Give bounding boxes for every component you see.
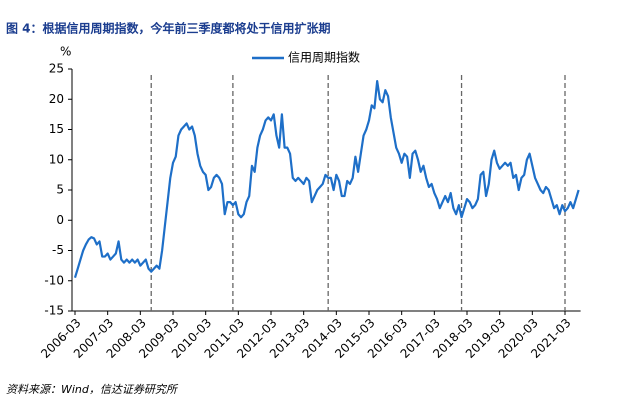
- source: 资料来源：Wind，信达证券研究所: [6, 383, 179, 396]
- legend-label: 信用周期指数: [288, 50, 360, 65]
- y-unit: %: [60, 45, 71, 59]
- series-line: [73, 80, 580, 279]
- chart-title: 图 4：根据信用周期指数，今年前三季度都将处于信用扩张期: [6, 21, 331, 36]
- y-tick-label: 0: [56, 213, 64, 227]
- y-tick-label: -10: [44, 273, 64, 287]
- y-tick-label: 15: [49, 122, 64, 136]
- y-tick-label: 5: [56, 183, 64, 197]
- y-tick-label: 25: [49, 62, 64, 76]
- y-tick-label: 10: [49, 152, 64, 166]
- y-tick-label: 20: [49, 92, 64, 106]
- y-tick-label: -5: [52, 243, 64, 257]
- y-tick-label: -15: [44, 304, 64, 318]
